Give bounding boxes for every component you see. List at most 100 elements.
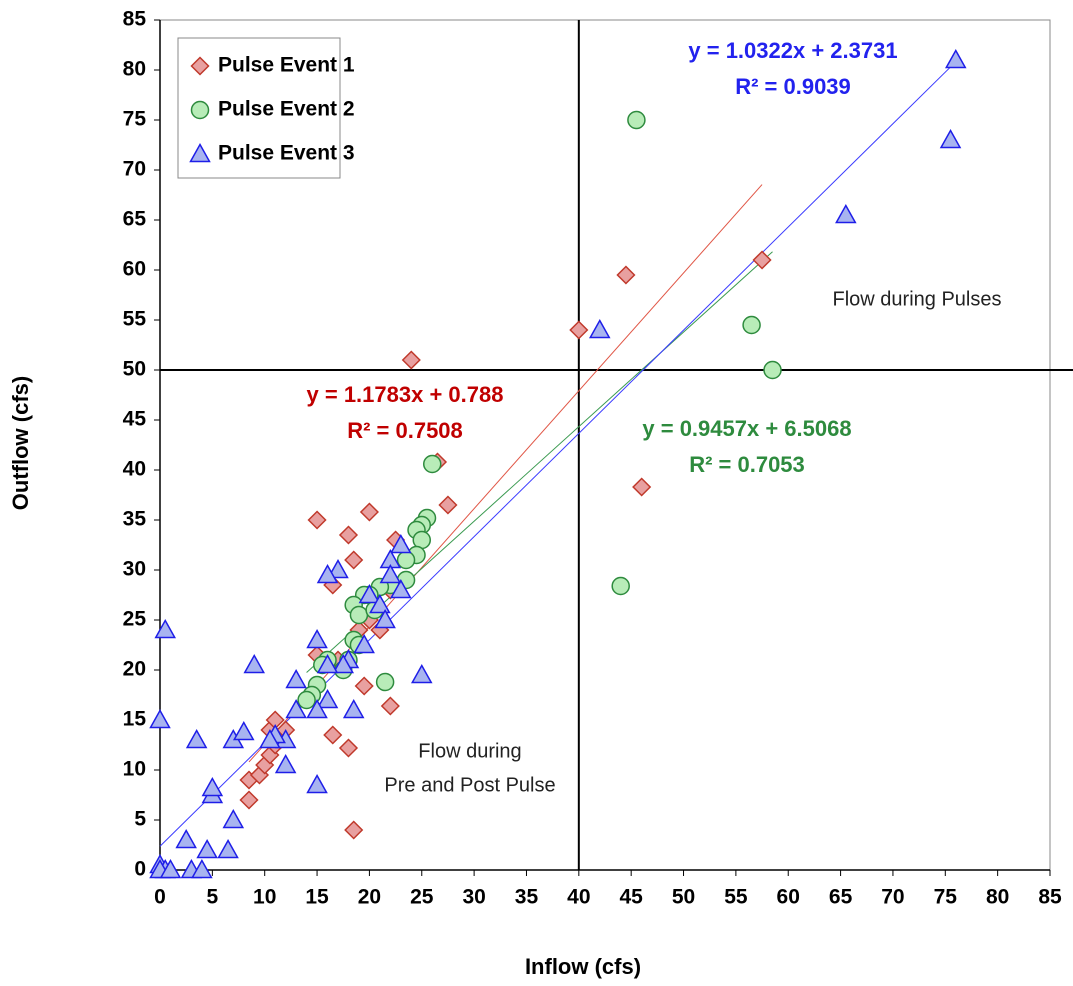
point <box>375 672 395 692</box>
y-tick-label: 70 <box>123 158 146 181</box>
point <box>306 628 328 649</box>
point <box>763 360 782 380</box>
point <box>344 550 364 570</box>
point <box>243 653 266 674</box>
legend-marker <box>190 100 210 120</box>
point <box>380 696 400 716</box>
y-tick-label: 60 <box>123 258 146 281</box>
point <box>349 605 369 625</box>
point <box>332 653 355 674</box>
point <box>222 808 245 829</box>
x-tick-label: 40 <box>567 886 590 909</box>
x-tick-label: 5 <box>207 886 219 909</box>
y-tick-label: 65 <box>123 208 147 231</box>
point <box>390 533 412 554</box>
trendline-r2: R² = 0.7053 <box>689 452 805 477</box>
y-axis-title: Outflow (cfs) <box>8 376 33 510</box>
x-tick-label: 10 <box>253 886 276 909</box>
x-tick-label: 65 <box>829 886 853 909</box>
legend-marker <box>190 56 210 76</box>
point <box>410 663 433 684</box>
point <box>196 838 218 859</box>
point <box>327 558 349 579</box>
y-tick-label: 40 <box>123 458 146 481</box>
trendline <box>248 184 763 763</box>
point <box>438 495 458 515</box>
point <box>191 858 213 879</box>
annotation: Flow during <box>418 740 521 762</box>
annotation: Flow during Pulses <box>833 288 1002 310</box>
point <box>401 350 421 370</box>
y-tick-label: 20 <box>123 658 146 681</box>
x-tick-label: 85 <box>1038 886 1062 909</box>
y-tick-label: 30 <box>123 558 146 581</box>
x-tick-label: 80 <box>986 886 1009 909</box>
trendline-equation: y = 1.0322x + 2.3731 <box>688 38 897 63</box>
point <box>259 728 281 749</box>
point <box>316 563 339 584</box>
x-tick-label: 35 <box>515 886 539 909</box>
point <box>359 502 379 522</box>
x-tick-label: 15 <box>305 886 329 909</box>
point <box>285 698 307 719</box>
y-tick-label: 15 <box>123 708 147 731</box>
point <box>353 633 375 654</box>
point <box>939 128 962 149</box>
legend-label: Pulse Event 2 <box>218 98 355 121</box>
x-axis-title: Inflow (cfs) <box>525 954 641 979</box>
point <box>338 525 359 545</box>
legend-label: Pulse Event 3 <box>218 142 355 165</box>
x-tick-label: 60 <box>777 886 800 909</box>
trendline-equation: y = 1.1783x + 0.788 <box>307 382 504 407</box>
point <box>627 110 646 130</box>
point <box>159 858 182 879</box>
point <box>396 550 416 570</box>
x-tick-label: 50 <box>672 886 695 909</box>
point <box>306 698 328 719</box>
y-tick-label: 45 <box>123 408 147 431</box>
y-tick-label: 75 <box>123 108 147 131</box>
y-tick-label: 0 <box>134 858 146 881</box>
point <box>316 688 339 709</box>
point <box>149 708 171 729</box>
y-tick-label: 80 <box>123 58 146 81</box>
point <box>358 583 381 604</box>
point <box>611 576 630 596</box>
y-tick-label: 25 <box>123 608 147 631</box>
point <box>390 578 412 599</box>
point <box>344 820 364 840</box>
point <box>379 563 402 584</box>
legend-label: Pulse Event 1 <box>218 54 355 77</box>
point <box>323 725 343 745</box>
x-tick-label: 30 <box>462 886 485 909</box>
point <box>185 728 208 749</box>
point <box>201 776 224 797</box>
point <box>569 320 589 340</box>
point <box>316 653 339 674</box>
point <box>239 790 259 810</box>
point <box>369 593 391 614</box>
legend-marker <box>189 142 211 163</box>
point <box>588 318 611 339</box>
point <box>616 265 636 285</box>
trendline-equation: y = 0.9457x + 6.5068 <box>642 416 851 441</box>
y-tick-label: 85 <box>123 8 147 31</box>
point <box>422 454 442 474</box>
x-tick-label: 45 <box>619 886 643 909</box>
point <box>274 753 297 774</box>
x-tick-label: 70 <box>881 886 904 909</box>
trendline-r2: R² = 0.9039 <box>735 74 851 99</box>
point <box>354 676 374 696</box>
point <box>307 510 327 530</box>
point <box>338 738 359 758</box>
x-tick-label: 0 <box>154 886 166 909</box>
trendline-r2: R² = 0.7508 <box>347 418 463 443</box>
y-tick-label: 10 <box>123 758 146 781</box>
point <box>342 698 365 719</box>
point <box>374 608 396 629</box>
point <box>285 668 307 689</box>
x-tick-label: 55 <box>724 886 748 909</box>
point <box>217 838 239 859</box>
point <box>944 48 967 69</box>
